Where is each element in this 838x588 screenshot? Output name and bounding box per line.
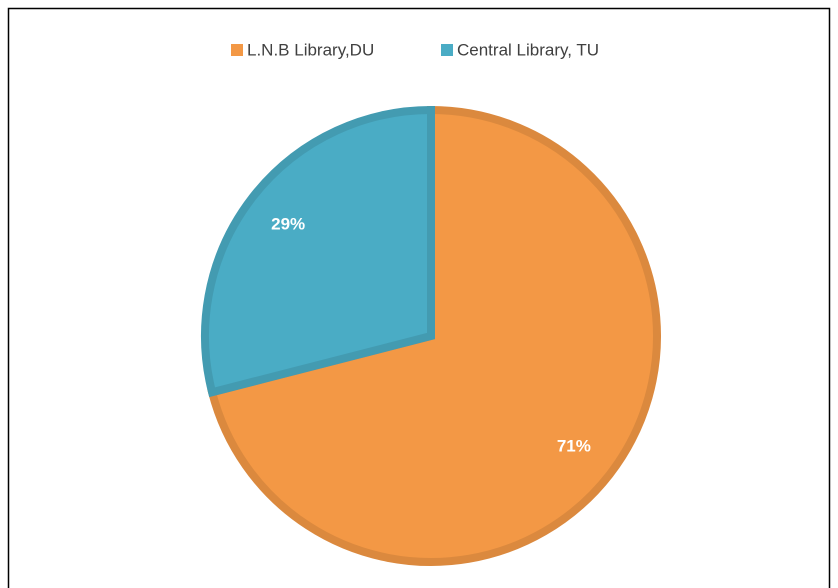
value-label: 29% [271,215,305,234]
legend-label: L.N.B Library,DU [247,40,374,59]
legend-label: Central Library, TU [457,40,599,59]
legend-swatch [441,44,453,56]
legend-swatch [231,44,243,56]
pie-slice [201,105,435,398]
value-label: 71% [557,436,591,455]
